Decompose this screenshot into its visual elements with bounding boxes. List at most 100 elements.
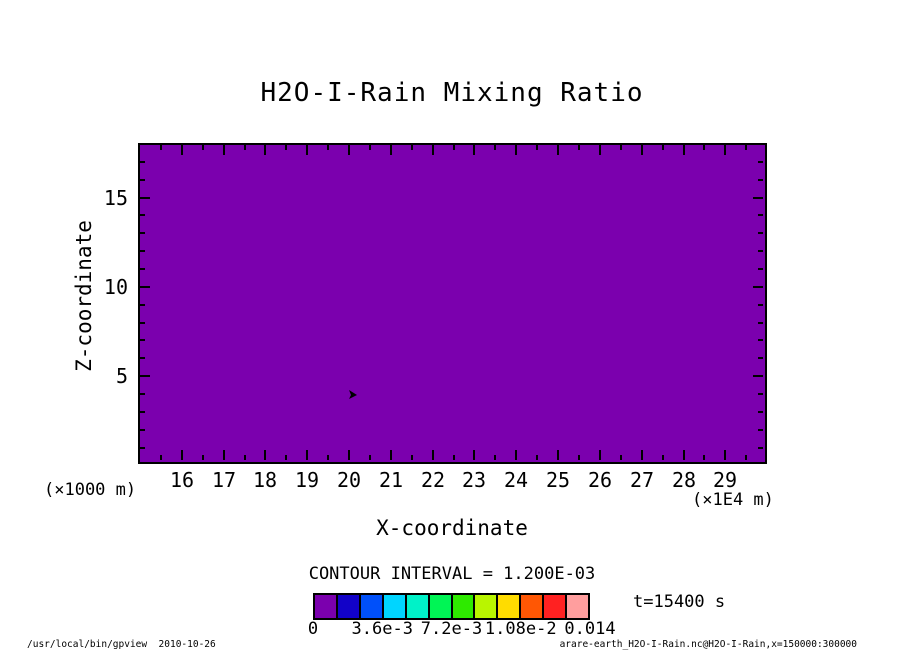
colorbar-tick-label: 1.08e-2	[484, 619, 557, 639]
x-major-tick	[181, 145, 183, 155]
x-minor-tick	[369, 145, 371, 150]
colorbar-tick-label: 0	[307, 619, 319, 639]
y-minor-tick	[140, 161, 145, 163]
x-major-tick	[306, 145, 308, 155]
colorbar-cell	[360, 595, 382, 618]
y-major-tick	[753, 286, 763, 288]
y-minor-tick	[140, 393, 145, 395]
x-major-tick	[683, 145, 685, 155]
x-major-tick	[557, 450, 559, 460]
x-major-tick	[515, 450, 517, 460]
x-minor-tick	[369, 455, 371, 460]
y-tick-label: 5	[115, 364, 128, 388]
y-minor-tick	[758, 179, 763, 181]
y-major-tick	[140, 375, 150, 377]
x-tick-label: 24	[503, 468, 529, 492]
y-minor-tick	[140, 268, 145, 270]
contour-interval-label: CONTOUR INTERVAL = 1.200E-03	[308, 564, 596, 584]
x-minor-tick	[202, 455, 204, 460]
x-tick-label: 16	[169, 468, 195, 492]
x-major-tick	[348, 145, 350, 155]
x-minor-tick	[620, 455, 622, 460]
x-major-tick	[432, 145, 434, 155]
y-minor-tick	[758, 411, 763, 413]
y-minor-tick	[758, 357, 763, 359]
y-minor-tick	[758, 268, 763, 270]
x-minor-tick	[578, 455, 580, 460]
x-minor-tick	[620, 145, 622, 150]
y-major-tick	[753, 197, 763, 199]
x-minor-tick	[745, 455, 747, 460]
y-minor-tick	[758, 250, 763, 252]
x-major-tick	[515, 145, 517, 155]
x-minor-tick	[285, 455, 287, 460]
x-tick-label: 28	[671, 468, 697, 492]
x-major-tick	[264, 145, 266, 155]
colorbar-cell	[315, 595, 336, 618]
x-major-tick	[223, 450, 225, 460]
y-axis-unit-label: (×1000 m)	[44, 480, 137, 500]
x-minor-tick	[202, 145, 204, 150]
x-minor-tick	[160, 145, 162, 150]
x-axis-unit-label: (×1E4 m)	[692, 490, 774, 510]
y-minor-tick	[140, 214, 145, 216]
y-minor-tick	[140, 232, 145, 234]
x-major-tick	[599, 450, 601, 460]
x-major-tick	[724, 145, 726, 155]
y-minor-tick	[758, 214, 763, 216]
x-minor-tick	[285, 145, 287, 150]
colorbar-cell	[429, 595, 451, 618]
footer-datafile-info: arare-earth_H2O-I-Rain.nc@H2O-I-Rain,x=1…	[559, 639, 857, 650]
y-minor-tick	[140, 447, 145, 449]
y-minor-tick	[140, 322, 145, 324]
plot-area	[138, 143, 767, 464]
y-major-tick	[753, 375, 763, 377]
colorbar-cell	[521, 595, 543, 618]
x-major-tick	[390, 450, 392, 460]
x-major-tick	[641, 145, 643, 155]
y-minor-tick	[140, 304, 145, 306]
x-tick-label: 21	[378, 468, 404, 492]
x-tick-label: 19	[294, 468, 320, 492]
x-tick-label: 27	[629, 468, 655, 492]
x-major-tick	[473, 450, 475, 460]
x-minor-tick	[536, 455, 538, 460]
x-minor-tick	[578, 145, 580, 150]
x-tick-label: 17	[211, 468, 237, 492]
x-major-tick	[557, 145, 559, 155]
colorbar-cell	[406, 595, 428, 618]
x-major-tick	[306, 450, 308, 460]
y-minor-tick	[758, 447, 763, 449]
x-tick-label: 25	[545, 468, 571, 492]
y-tick-label: 15	[103, 186, 128, 210]
colorbar-tick-label: 0.014	[564, 619, 616, 639]
y-minor-tick	[140, 179, 145, 181]
x-major-tick	[641, 450, 643, 460]
colorbar-tick-label: 7.2e-3	[420, 619, 483, 639]
mouse-cursor-icon	[349, 390, 357, 399]
y-tick-label: 10	[103, 275, 128, 299]
x-minor-tick	[494, 145, 496, 150]
colorbar-cell	[498, 595, 520, 618]
x-minor-tick	[244, 455, 246, 460]
colorbar-cell	[567, 595, 589, 618]
y-minor-tick	[758, 232, 763, 234]
x-tick-label: 23	[461, 468, 487, 492]
x-minor-tick	[411, 455, 413, 460]
x-minor-tick	[327, 145, 329, 150]
x-minor-tick	[703, 455, 705, 460]
colorbar-tick-label: 3.6e-3	[351, 619, 413, 639]
x-minor-tick	[662, 455, 664, 460]
y-minor-tick	[140, 357, 145, 359]
x-tick-label: 29	[712, 468, 738, 492]
x-major-tick	[432, 450, 434, 460]
x-major-tick	[223, 145, 225, 155]
y-minor-tick	[758, 339, 763, 341]
y-minor-tick	[758, 322, 763, 324]
x-major-tick	[724, 450, 726, 460]
x-major-tick	[181, 450, 183, 460]
colorbar-cell	[475, 595, 497, 618]
y-minor-tick	[758, 393, 763, 395]
colorbar-cell	[452, 595, 474, 618]
x-minor-tick	[494, 455, 496, 460]
